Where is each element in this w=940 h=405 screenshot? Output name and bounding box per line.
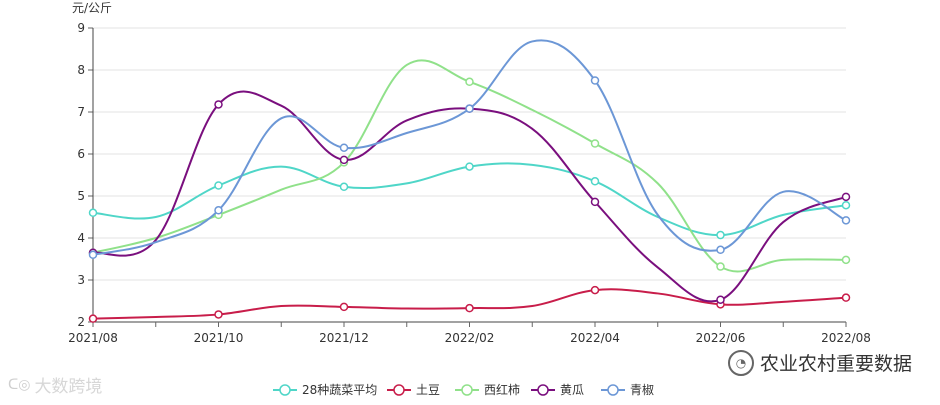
x-tick-label: 2022/08 [821,331,871,345]
series-5 [88,39,851,260]
x-tick-label: 2022/04 [570,331,620,345]
legend-item: 28种蔬菜平均 [273,383,377,397]
y-tick-label: 7 [77,105,85,119]
watermark-right: ◔ 农业农村重要数据 [727,349,912,376]
data-point [590,285,600,295]
y-tick-label: 6 [77,147,85,161]
y-tick-label: 5 [77,189,85,203]
data-point [590,177,600,186]
data-point [590,197,600,207]
data-point [841,216,851,225]
data-point [716,230,725,240]
legend-label: 青椒 [630,383,654,397]
data-point [465,104,474,113]
legend-swatch-marker [537,384,549,396]
series-line [92,162,847,237]
data-point [465,162,474,171]
data-point [88,314,98,323]
legend-item: 西红柿 [455,382,520,397]
legend-item: 黄瓜 [531,383,584,397]
legend-swatch-marker [607,384,619,396]
wechat-icon: ◔ [727,349,754,376]
data-point [716,295,725,304]
data-point [716,245,725,255]
data-point [841,255,851,265]
series-1 [88,162,851,240]
data-point [465,303,474,313]
data-point [841,200,851,210]
legend-label: 黄瓜 [560,383,584,397]
x-tick-label: 2022/06 [696,331,746,345]
data-point [339,155,349,165]
data-point [88,250,98,260]
data-point [590,76,600,85]
series-line [92,39,847,256]
data-point [339,182,349,192]
data-point [716,262,725,271]
data-point [339,302,349,312]
data-point [339,143,349,152]
legend-item: 青椒 [601,383,654,397]
y-tick-label: 4 [77,231,85,245]
data-point [465,77,474,87]
legend-swatch-marker [393,384,405,396]
data-point [841,293,851,302]
x-tick-label: 2021/08 [68,331,118,345]
x-tick-label: 2022/02 [445,331,495,345]
watermark-left: ᑕ◎ 大数跨境 [8,372,103,398]
legend-label: 28种蔬菜平均 [302,383,377,397]
data-point [590,139,600,148]
y-tick-label: 8 [77,63,85,77]
x-tick-label: 2021/12 [319,331,369,345]
data-point [214,100,223,109]
legend-swatch-marker [461,384,473,396]
y-axis-label: 元/公斤 [72,1,112,15]
y-tick-label: 2 [77,315,85,329]
legend-label: 土豆 [416,383,440,397]
series-2 [88,285,851,323]
brand-logo-icon: ᑕ◎ [8,376,31,393]
y-tick-label: 9 [77,21,85,35]
legend-item: 土豆 [387,383,440,397]
data-point [214,181,223,190]
data-point [841,192,851,202]
x-tick-label: 2021/10 [194,331,244,345]
y-tick-label: 3 [77,273,85,287]
legend-label: 西红柿 [484,382,520,397]
watermark-right-text: 农业农村重要数据 [759,353,912,375]
data-point [214,310,223,319]
data-point [88,208,98,218]
data-point [214,206,223,215]
legend-swatch-marker [279,384,291,396]
watermark-left-text: 大数跨境 [34,377,103,397]
